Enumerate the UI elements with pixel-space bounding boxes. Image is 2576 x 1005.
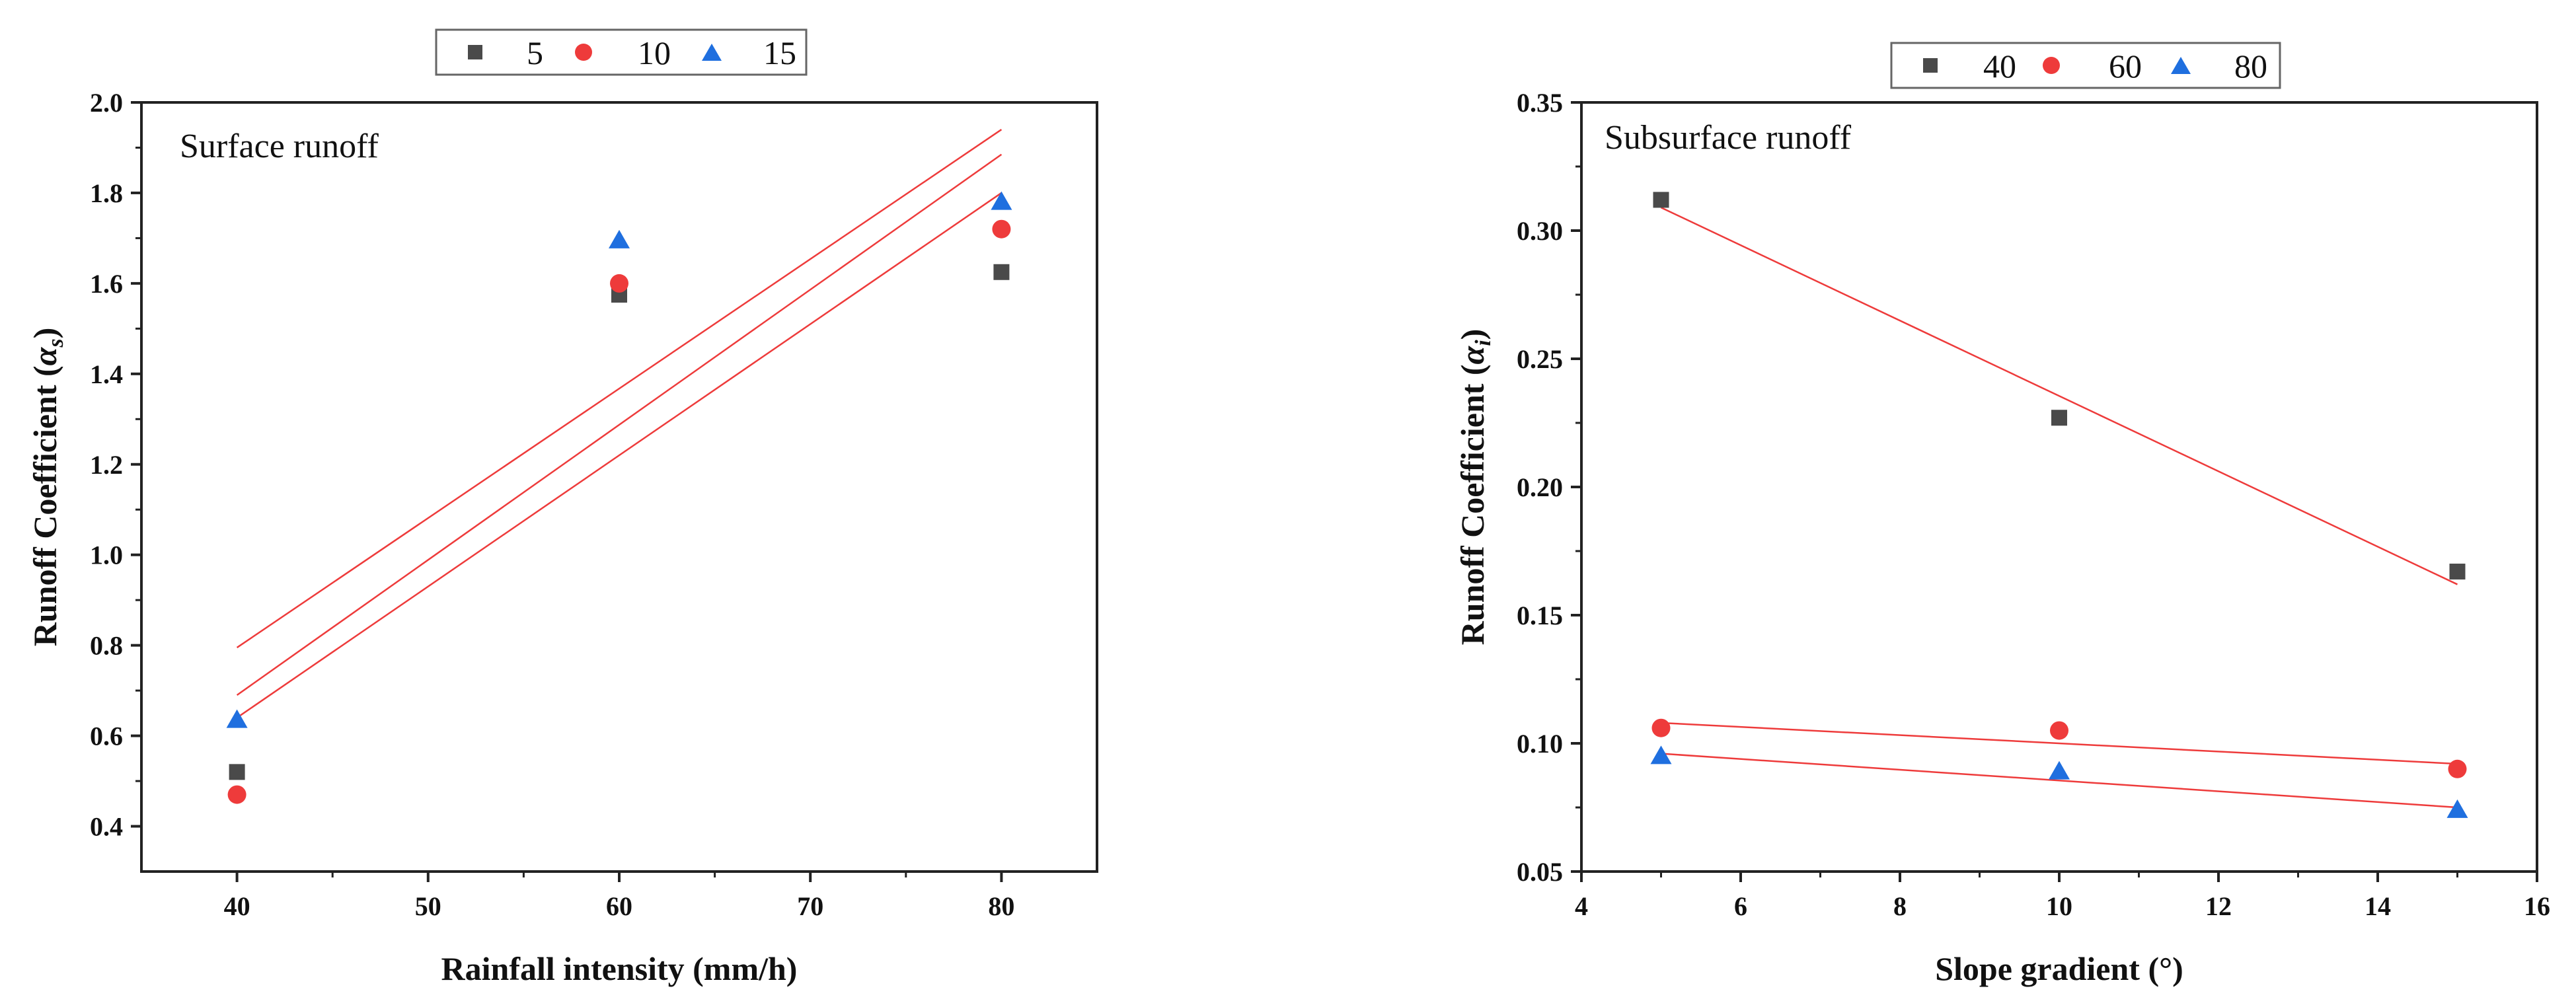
legend-item-10: 10 [575,34,671,71]
point-triangle-series-15 [226,709,248,728]
chart-surface-runoff: 5 10 15 40 50 60 70 80 0.4 0.6 0.8 1.0 1.2 1.4 1.6 1… [26,28,1098,987]
y-axis-title-subscript: i [1471,340,1496,346]
x-axis-title: Slope gradient (°) [1935,950,2183,987]
x-tick-label: 16 [2524,891,2550,921]
legend-frame [435,28,808,76]
x-tick-label: 10 [2046,891,2072,921]
y-tick-label: 0.10 [1517,729,1563,759]
legend-label-80: 80 [2234,48,2267,85]
x-tick-label: 12 [2205,891,2232,921]
point-circle-series-10 [992,219,1011,239]
point-square-series-40 [2449,564,2466,580]
legend-square-marker [1923,58,1938,73]
legend-item-40: 40 [1923,48,2016,85]
y-tick-label: 0.25 [1517,344,1563,374]
y-tick-label: 0.8 [90,631,123,661]
legend-item-5: 5 [468,34,543,71]
legend-triangle-marker [2171,57,2191,74]
legend-label-40: 40 [1983,48,2016,85]
y-axis-title-main: Runoff Coefficient ( [26,365,63,646]
axis-ticks: 40 50 60 70 80 0.4 0.6 0.8 1.0 1.2 1.4 1.6 1.8 2.0 [90,88,1014,921]
legend-triangle-marker [702,44,722,61]
point-circle-series-10 [227,785,246,804]
plot-area-surface [140,101,1098,873]
point-circle-series-60 [2050,721,2068,740]
x-tick-label: 8 [1893,891,1907,921]
y-axis-title-close: ) [1454,329,1491,340]
y-tick-label: 0.6 [90,722,123,751]
legend-frame [1890,42,2281,89]
legend-item-60: 60 [2043,48,2142,85]
legend-circle-marker [575,44,592,61]
y-axis-title-symbol: α [1454,345,1491,364]
x-axis-title: Rainfall intensity (mm/h) [441,950,798,987]
legend-label-15: 15 [763,34,796,71]
legend-circle-marker [2043,57,2060,74]
legend-subsurface: 40 60 80 [1890,42,2281,89]
fit-line [1661,753,2458,809]
point-triangle-series-80 [2049,761,2070,780]
fit-line [1661,722,2458,765]
y-tick-label: 0.30 [1517,216,1563,246]
data-points [1650,192,2468,818]
legend-label-5: 5 [527,34,543,71]
plot-area-subsurface [1580,101,2538,873]
fit-line [1660,206,2458,585]
y-axis-title-close: ) [26,328,63,339]
legend-surface: 5 10 15 [435,28,808,76]
x-tick-label: 50 [415,891,441,921]
y-axis-title: Runoff Coefficient (αs) [26,328,68,646]
point-square-series-5 [993,264,1010,280]
point-square-series-40 [1653,192,1669,208]
chart-subsurface-runoff: 40 60 80 4 6 8 10 12 14 16 0.05 0.10 0.15 0.20 0.25… [1454,42,2550,987]
y-tick-label: 0.20 [1517,472,1563,502]
fit-line [236,129,1003,649]
y-tick-label: 2.0 [90,88,123,118]
x-tick-label: 40 [224,891,250,921]
legend-square-marker [468,45,482,59]
fit-lines [1660,206,2458,809]
fit-lines [236,129,1003,719]
point-circle-series-10 [610,274,628,293]
x-tick-label: 80 [988,891,1014,921]
y-tick-label: 1.8 [90,178,123,208]
legend-item-80: 80 [2171,48,2267,85]
annotation-subsurface-runoff: Subsurface runoff [1605,119,1852,157]
fit-line [236,153,1003,696]
x-tick-label: 70 [797,891,823,921]
point-square-series-5 [229,764,245,780]
point-triangle-series-15 [991,191,1012,210]
point-triangle-series-80 [2446,799,2468,818]
x-tick-label: 6 [1734,891,1747,921]
point-square-series-40 [2051,410,2067,426]
y-tick-label: 1.6 [90,269,123,299]
axis-ticks: 4 6 8 10 12 14 16 0.05 0.10 0.15 0.20 0.25 0.30 0.35 [1517,88,2550,921]
y-axis-title-symbol: α [26,346,63,365]
annotation-surface-runoff: Surface runoff [180,128,379,165]
fit-line [236,192,1003,719]
point-circle-series-60 [2448,759,2467,778]
legend-item-15: 15 [702,34,796,71]
x-tick-label: 60 [606,891,632,921]
legend-label-60: 60 [2109,48,2142,85]
point-circle-series-60 [1651,718,1671,737]
y-tick-label: 0.15 [1517,601,1563,630]
y-tick-label: 0.05 [1517,857,1563,887]
y-axis-title-subscript: s [44,338,68,348]
y-tick-label: 0.4 [90,812,123,842]
y-tick-label: 1.0 [90,540,123,570]
point-triangle-series-15 [609,229,630,248]
data-points [226,191,1012,804]
y-axis-title-main: Runoff Coefficient ( [1454,364,1491,645]
point-triangle-series-80 [1650,745,1672,764]
legend-label-10: 10 [638,34,671,71]
x-tick-label: 14 [2365,891,2391,921]
y-tick-label: 1.4 [90,359,123,389]
y-axis-title: Runoff Coefficient (αi) [1454,329,1496,646]
y-tick-label: 0.35 [1517,88,1563,118]
y-tick-label: 1.2 [90,450,123,480]
x-tick-label: 4 [1575,891,1588,921]
